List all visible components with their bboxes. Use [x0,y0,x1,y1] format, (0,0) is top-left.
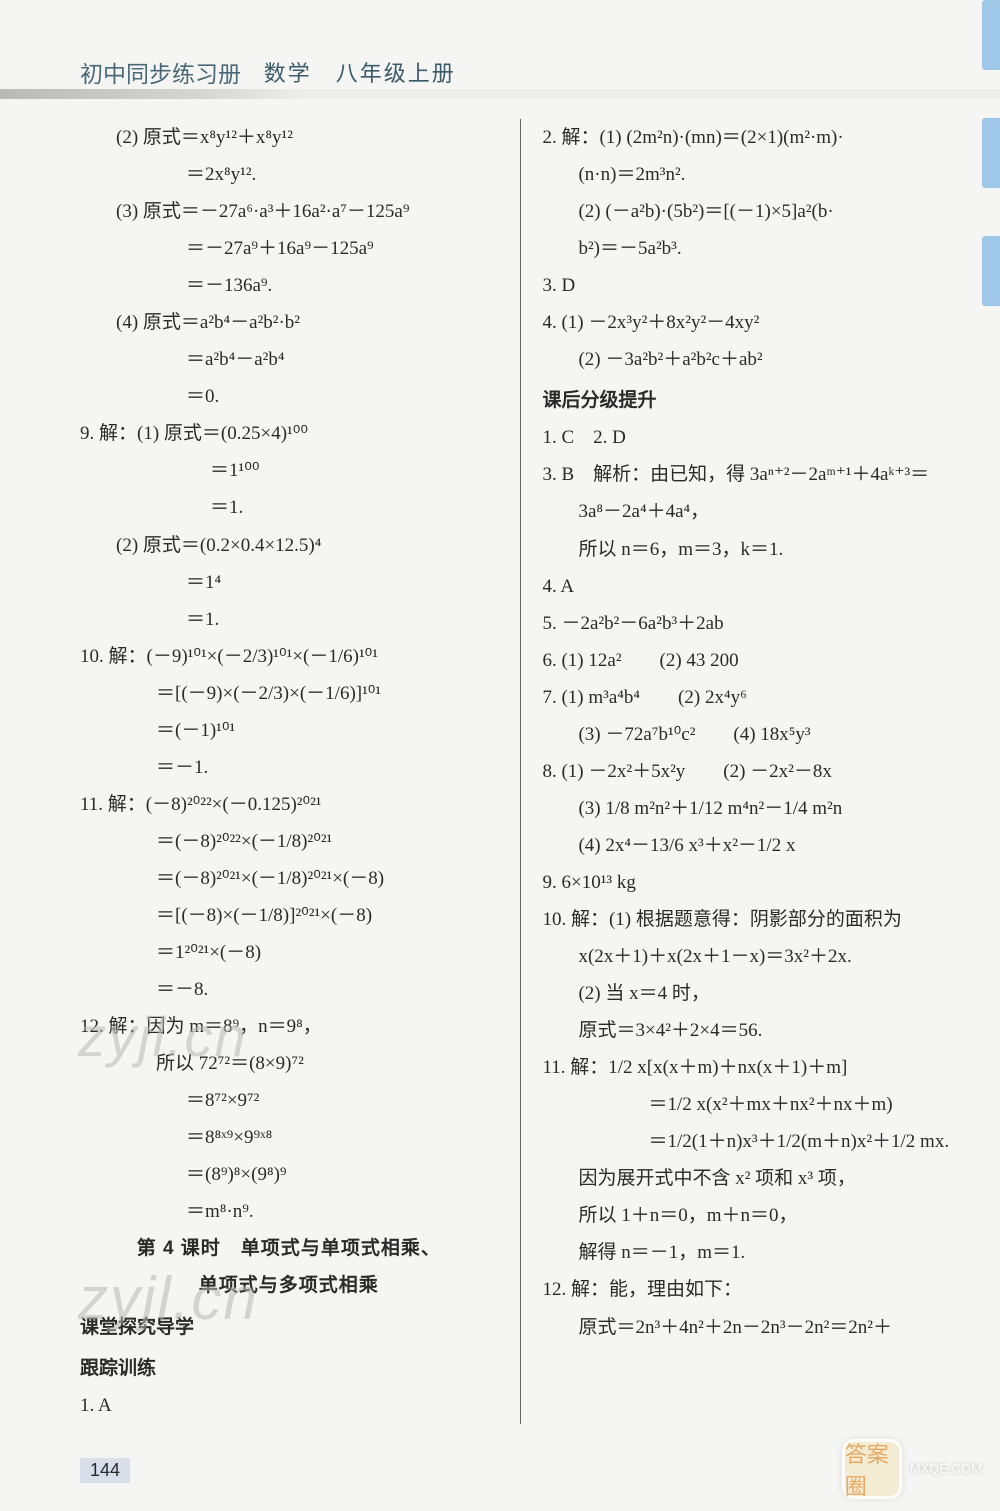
text-line: 解得 n＝－1，m＝1. [542,1234,960,1271]
text-line: ＝m⁸·n⁹. [80,1193,498,1230]
text-line: ＝1. [80,601,498,638]
text-line: 12. 解：能，理由如下： [542,1271,960,1308]
text-line: 课堂探究导学 [80,1309,498,1346]
text-line: 11. 解：(－8)²⁰²²×(－0.125)²⁰²¹ [80,786,498,823]
footer-site: MXQE.COM [910,1462,982,1476]
text-line: (2) 当 x＝4 时， [542,975,960,1012]
text-line: 3. D [542,267,960,304]
text-line: 1. C 2. D [542,419,960,456]
text-line: ＝(－8)²⁰²²×(－1/8)²⁰²¹ [80,823,498,860]
text-line: b²)＝－5a²b³. [542,230,960,267]
text-line: 9. 解：(1) 原式＝(0.25×4)¹⁰⁰ [80,415,498,452]
text-line: (2) －3a²b²＋a²b²c＋ab² [542,341,960,378]
text-line: 8. (1) －2x²＋5x²y (2) －2x²－8x [542,753,960,790]
text-line: 所以 72⁷²＝(8×9)⁷² [80,1045,498,1082]
text-line: (3) 1/8 m²n²＋1/12 m⁴n²－1/4 m²n [542,790,960,827]
text-line: ＝1/2(1＋n)x³＋1/2(m＋n)x²＋1/2 mx. [542,1123,960,1160]
right-column: 2. 解：(1) (2m²n)·(mn)＝(2×1)(m²·m)·(n·n)＝2… [542,119,960,1424]
text-line: 7. (1) m³a⁴b⁴ (2) 2x⁴y⁶ [542,679,960,716]
text-line: 11. 解：1/2 x[x(x＋m)＋nx(x＋1)＋m] [542,1049,960,1086]
edge-tabs [982,0,1000,354]
text-line: (4) 原式＝a²b⁴－a²b²·b² [80,304,498,341]
text-line: ＝1²⁰²¹×(－8) [80,934,498,971]
text-line: 所以 1＋n＝0，m＋n＝0， [542,1197,960,1234]
text-line: 4. (1) －2x³y²＋8x²y²－4xy² [542,304,960,341]
text-line: ＝[(－9)×(－2/3)×(－1/6)]¹⁰¹ [80,675,498,712]
text-line: (4) 2x⁴－13/6 x³＋x²－1/2 x [542,827,960,864]
column-divider [520,119,521,1424]
text-line: 12. 解：因为 m＝8⁹，n＝9⁸， [80,1008,498,1045]
header-script-title: 初中同步练习册 [80,55,241,89]
text-line: 所以 n＝6，m＝3，k＝1. [542,531,960,568]
page-number: 144 [80,1458,130,1483]
text-line: 3a⁸－2a⁴＋4a⁴， [542,493,960,530]
text-line: 4. A [542,568,960,605]
text-line: 因为展开式中不含 x² 项和 x³ 项， [542,1160,960,1197]
text-line: (2) 原式＝(0.2×0.4×12.5)⁴ [80,527,498,564]
text-line: 跟踪训练 [80,1350,498,1387]
text-line: 3. B 解析：由已知，得 3aⁿ⁺²－2aᵐ⁺¹＋4aᵏ⁺³＝ [542,456,960,493]
left-column: (2) 原式＝x⁸y¹²＋x⁸y¹²＝2x⁸y¹².(3) 原式＝－27a⁶·a… [80,119,498,1424]
text-line: ＝1¹⁰⁰ [80,452,498,489]
text-line: ＝(－1)¹⁰¹ [80,712,498,749]
two-column-layout: (2) 原式＝x⁸y¹²＋x⁸y¹²＝2x⁸y¹².(3) 原式＝－27a⁶·a… [80,119,960,1424]
text-line: ＝－8. [80,971,498,1008]
text-line: 单项式与多项式相乘 [80,1267,498,1304]
footer-logo: 答案圈 [842,1439,902,1499]
text-line: ＝2x⁸y¹². [80,156,498,193]
text-line: ＝8⁷²×9⁷² [80,1082,498,1119]
text-line: ＝0. [80,378,498,415]
text-line: ＝－27a⁹＋16a⁹－125a⁹ [80,230,498,267]
text-line: 10. 解：(1) 根据题意得：阴影部分的面积为 [542,901,960,938]
text-line: ＝－1. [80,749,498,786]
text-line: 原式＝3×4²＋2×4＝56. [542,1012,960,1049]
text-line: ＝1/2 x(x²＋mx＋nx²＋nx＋m) [542,1086,960,1123]
text-line: 6. (1) 12a² (2) 43 200 [542,642,960,679]
text-line: (3) 原式＝－27a⁶·a³＋16a²·a⁷－125a⁹ [80,193,498,230]
text-line: 原式＝2n³＋4n²＋2n－2n³－2n²＝2n²＋ [542,1309,960,1346]
text-line: 1. A [80,1387,498,1424]
text-line: ＝(－8)²⁰²¹×(－1/8)²⁰²¹×(－8) [80,860,498,897]
page-header: 初中同步练习册 数学 八年级上册 [80,55,960,101]
text-line: 第 4 课时 单项式与单项式相乘、 [80,1230,498,1267]
footer-brand: 答案圈 MXQE.COM [842,1439,982,1499]
text-line: 课后分级提升 [542,382,960,419]
text-line: (2) 原式＝x⁸y¹²＋x⁸y¹² [80,119,498,156]
text-line: 9. 6×10¹³ kg [542,864,960,901]
text-line: ＝1. [80,489,498,526]
text-line: (3) －72a⁷b¹⁰c² (4) 18x⁵y³ [542,716,960,753]
text-line: 2. 解：(1) (2m²n)·(mn)＝(2×1)(m²·m)· [542,119,960,156]
text-line: ＝－136a⁹. [80,267,498,304]
text-line: ＝(8⁹)⁸×(9⁸)⁹ [80,1156,498,1193]
text-line: ＝[(－8)×(－1/8)]²⁰²¹×(－8) [80,897,498,934]
text-line: (n·n)＝2m³n². [542,156,960,193]
header-rest-title: 数学 八年级上册 [264,56,456,88]
text-line: ＝a²b⁴－a²b⁴ [80,341,498,378]
text-line: (2) (－a²b)·(5b²)＝[(－1)×5]a²(b· [542,193,960,230]
text-line: ＝1⁴ [80,564,498,601]
text-line: 5. －2a²b²－6a²b³＋2ab [542,605,960,642]
text-line: x(2x＋1)＋x(2x＋1－x)＝3x²＋2x. [542,938,960,975]
page-container: 初中同步练习册 数学 八年级上册 (2) 原式＝x⁸y¹²＋x⁸y¹²＝2x⁸y… [0,0,1000,1454]
text-line: 10. 解：(－9)¹⁰¹×(－2/3)¹⁰¹×(－1/6)¹⁰¹ [80,638,498,675]
header-stripe [0,89,1000,99]
text-line: ＝8⁸ˣ⁹×9⁹ˣ⁸ [80,1119,498,1156]
